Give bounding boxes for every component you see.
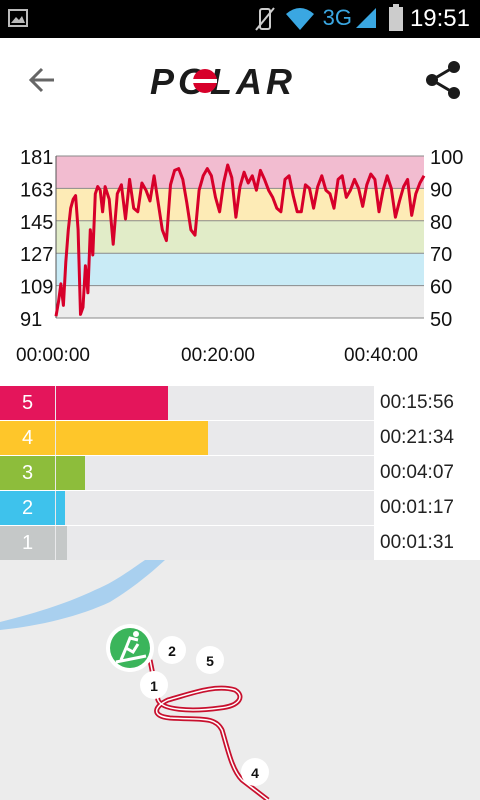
km-marker-label: 5 <box>206 653 214 669</box>
polar-logo: POLAR <box>150 61 330 102</box>
left-tick-label: 181 <box>20 147 53 169</box>
right-tick-label: 90 <box>430 179 452 201</box>
left-tick-label: 91 <box>20 309 42 331</box>
zone-row-5: 5 00:15:56 <box>0 386 480 420</box>
gallery-notification-icon <box>8 9 28 27</box>
back-arrow-icon[interactable] <box>22 60 62 100</box>
zone-bar <box>56 386 168 420</box>
zone-label: 5 <box>0 386 55 420</box>
left-tick-label: 109 <box>20 277 53 299</box>
km-marker-label: 2 <box>168 643 176 659</box>
km-marker-label: 1 <box>150 678 158 694</box>
zone-row-3: 3 00:04:07 <box>0 456 480 490</box>
zone-band <box>56 285 424 318</box>
zone-time: 00:01:31 <box>374 526 480 560</box>
zone-bar <box>56 421 208 455</box>
network-type: 3G <box>322 5 352 30</box>
zone-row-1: 1 00:01:31 <box>0 526 480 560</box>
zone-row-2: 2 00:01:17 <box>0 491 480 525</box>
wifi-icon <box>286 8 314 30</box>
battery-icon <box>389 4 403 31</box>
heart-rate-chart-svg: 181 163 145 127 109 91 100 90 80 70 60 50 00:00:00 00… <box>16 147 463 366</box>
heart-rate-chart: 181 163 145 127 109 91 100 90 80 70 60 50 00:00:00 00… <box>0 122 480 382</box>
right-tick-label: 60 <box>430 277 452 299</box>
zone-time: 00:01:17 <box>374 491 480 525</box>
start-marker[interactable] <box>106 624 154 672</box>
left-tick-label: 145 <box>20 212 53 234</box>
zone-label: 4 <box>0 421 55 455</box>
right-tick-label: 100 <box>430 147 463 169</box>
x-tick-label: 00:40:00 <box>344 345 418 366</box>
signal-icon <box>356 8 376 28</box>
heart-rate-zones: 5 00:15:56 4 00:21:34 3 00:04:07 2 00:01… <box>0 386 480 560</box>
x-tick-label: 00:20:00 <box>181 345 255 366</box>
vibrate-icon <box>255 7 275 31</box>
zone-time: 00:21:34 <box>374 421 480 455</box>
zone-bar <box>56 526 67 560</box>
km-marker[interactable]: 1 <box>140 671 168 699</box>
share-icon[interactable] <box>422 58 466 102</box>
zone-row-4: 4 00:21:34 <box>0 421 480 455</box>
zone-bar <box>56 456 85 490</box>
left-tick-label: 163 <box>20 179 53 201</box>
zone-time: 00:04:07 <box>374 456 480 490</box>
km-marker[interactable]: 4 <box>241 758 269 786</box>
km-marker[interactable]: 5 <box>196 646 224 674</box>
zone-label: 3 <box>0 456 55 490</box>
route-map[interactable]: 2 5 1 4 <box>0 560 480 800</box>
app-bar: POLAR <box>0 38 480 123</box>
x-tick-label: 00:00:00 <box>16 345 90 366</box>
zone-band <box>56 220 424 254</box>
zone-label: 2 <box>0 491 55 525</box>
right-tick-label: 70 <box>430 244 452 266</box>
skier-icon <box>115 636 147 664</box>
status-time: 19:51 <box>409 5 470 32</box>
zone-label: 1 <box>0 526 55 560</box>
river <box>0 560 165 630</box>
brand-wordmark: POLAR <box>150 62 296 98</box>
km-marker-label: 4 <box>251 765 259 781</box>
zone-band <box>56 253 424 286</box>
right-tick-label: 80 <box>430 212 452 234</box>
zone-time: 00:15:56 <box>374 386 480 420</box>
right-tick-label: 50 <box>430 309 452 331</box>
left-tick-label: 127 <box>20 244 53 266</box>
heart-rate-line <box>54 163 426 317</box>
status-bar: 3G 19:51 <box>0 0 480 38</box>
zone-bar <box>56 491 65 525</box>
km-marker[interactable]: 2 <box>158 636 186 664</box>
